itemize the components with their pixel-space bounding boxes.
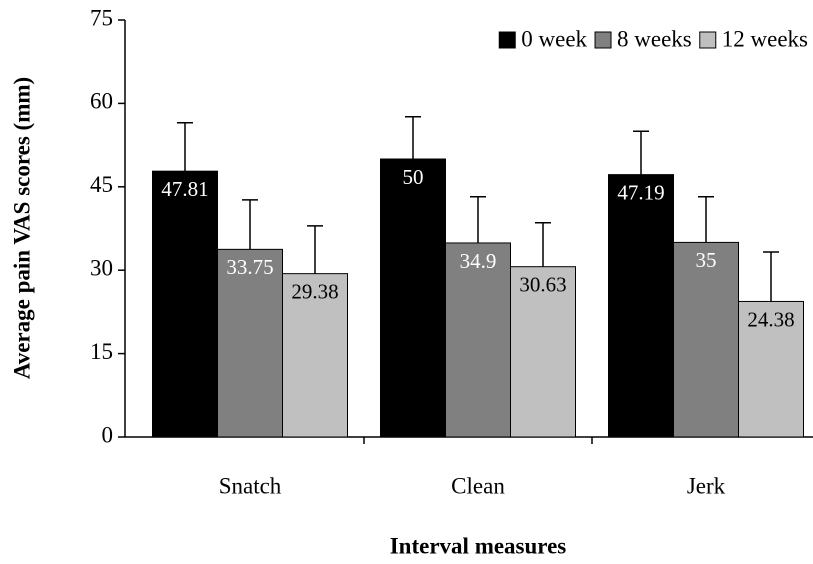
data-label: 35 xyxy=(696,248,717,272)
y-tick-label: 45 xyxy=(90,172,113,197)
y-tick-label: 60 xyxy=(90,89,113,114)
chart: Average pain VAS scores (mm) Interval me… xyxy=(0,0,813,564)
y-tick-label: 30 xyxy=(90,255,113,280)
x-tick-label: Jerk xyxy=(687,473,726,498)
error-bar xyxy=(177,123,193,171)
data-label: 34.9 xyxy=(460,249,497,273)
error-bar xyxy=(633,131,649,174)
y-tick-label: 15 xyxy=(90,339,113,364)
legend-label: 0 week xyxy=(521,26,587,51)
x-axis-title: Interval measures xyxy=(390,533,567,558)
x-tick-label: Snatch xyxy=(219,473,282,498)
y-tick-label: 75 xyxy=(90,5,113,30)
data-label: 33.75 xyxy=(226,255,273,279)
x-tick-label: Clean xyxy=(451,473,505,498)
legend-label: 12 weeks xyxy=(722,26,808,51)
error-bar xyxy=(470,197,486,243)
legend-label: 8 weeks xyxy=(617,26,692,51)
y-tick-label: 0 xyxy=(102,422,114,447)
data-label: 50 xyxy=(403,165,424,189)
data-label: 47.81 xyxy=(161,177,208,201)
data-label: 24.38 xyxy=(747,307,794,331)
error-bar xyxy=(698,197,714,243)
data-label: 47.19 xyxy=(617,180,664,204)
bar xyxy=(381,159,446,437)
error-bar xyxy=(535,223,551,267)
legend-swatch xyxy=(499,32,515,48)
data-label: 30.63 xyxy=(519,273,566,297)
legend-swatch xyxy=(595,32,611,48)
bar xyxy=(609,175,674,437)
error-bar xyxy=(405,117,421,159)
data-label: 29.38 xyxy=(291,279,338,303)
bar xyxy=(153,171,218,437)
error-bar xyxy=(763,252,779,301)
error-bar xyxy=(242,200,258,249)
legend-swatch xyxy=(700,32,716,48)
error-bar xyxy=(307,226,323,274)
y-axis-title: Average pain VAS scores (mm) xyxy=(9,77,34,379)
